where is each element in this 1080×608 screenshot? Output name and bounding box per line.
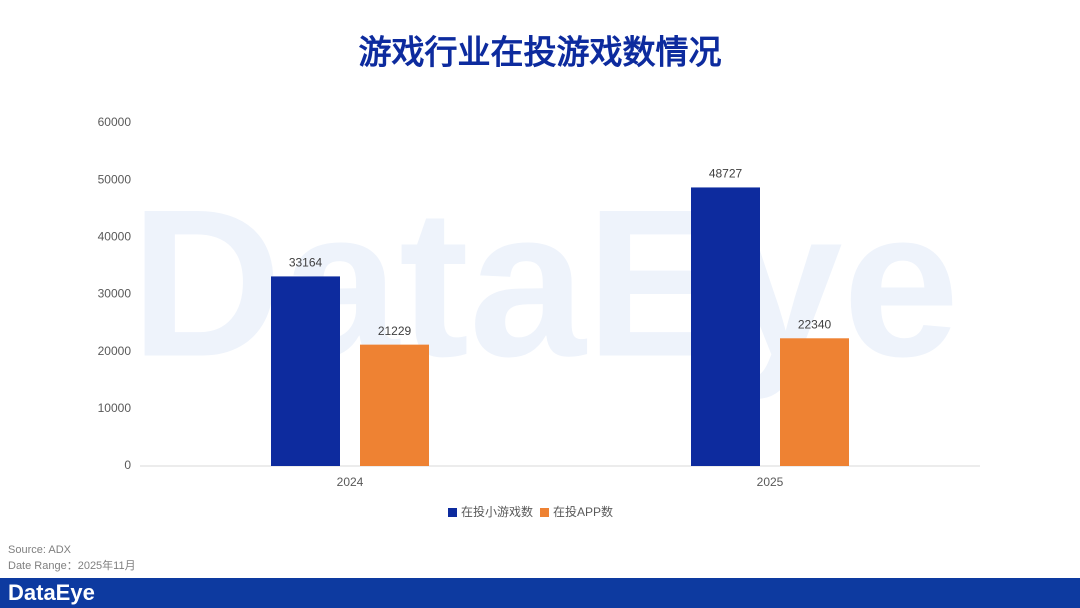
chart-title: 游戏行业在投游戏数情况 [359, 34, 722, 71]
y-tick-label: 50000 [98, 172, 132, 186]
x-tick-label: 2025 [757, 475, 784, 489]
legend-swatch [448, 508, 457, 517]
data-label: 33164 [289, 256, 323, 270]
y-tick-label: 10000 [98, 401, 132, 415]
legend-label: 在投APP数 [553, 504, 613, 519]
y-tick-label: 60000 [98, 115, 132, 129]
y-tick-label: 20000 [98, 344, 132, 358]
footer-bar [0, 578, 1080, 608]
data-label: 22340 [798, 317, 832, 331]
brand: DataEye [8, 580, 95, 605]
data-label: 48727 [709, 167, 743, 181]
y-tick-label: 40000 [98, 230, 132, 244]
bar [271, 276, 340, 466]
legend-label: 在投小游戏数 [461, 504, 533, 519]
legend-swatch [540, 508, 549, 517]
x-tick-label: 2024 [337, 475, 364, 489]
source: Source: ADX [8, 544, 72, 556]
date-range: Date Range：2025年11月 [8, 558, 136, 572]
bar [691, 187, 760, 467]
bar [360, 344, 429, 466]
data-label: 21229 [378, 324, 412, 338]
y-tick-label: 30000 [98, 287, 132, 301]
y-tick-label: 0 [124, 458, 131, 472]
bar [780, 338, 849, 466]
